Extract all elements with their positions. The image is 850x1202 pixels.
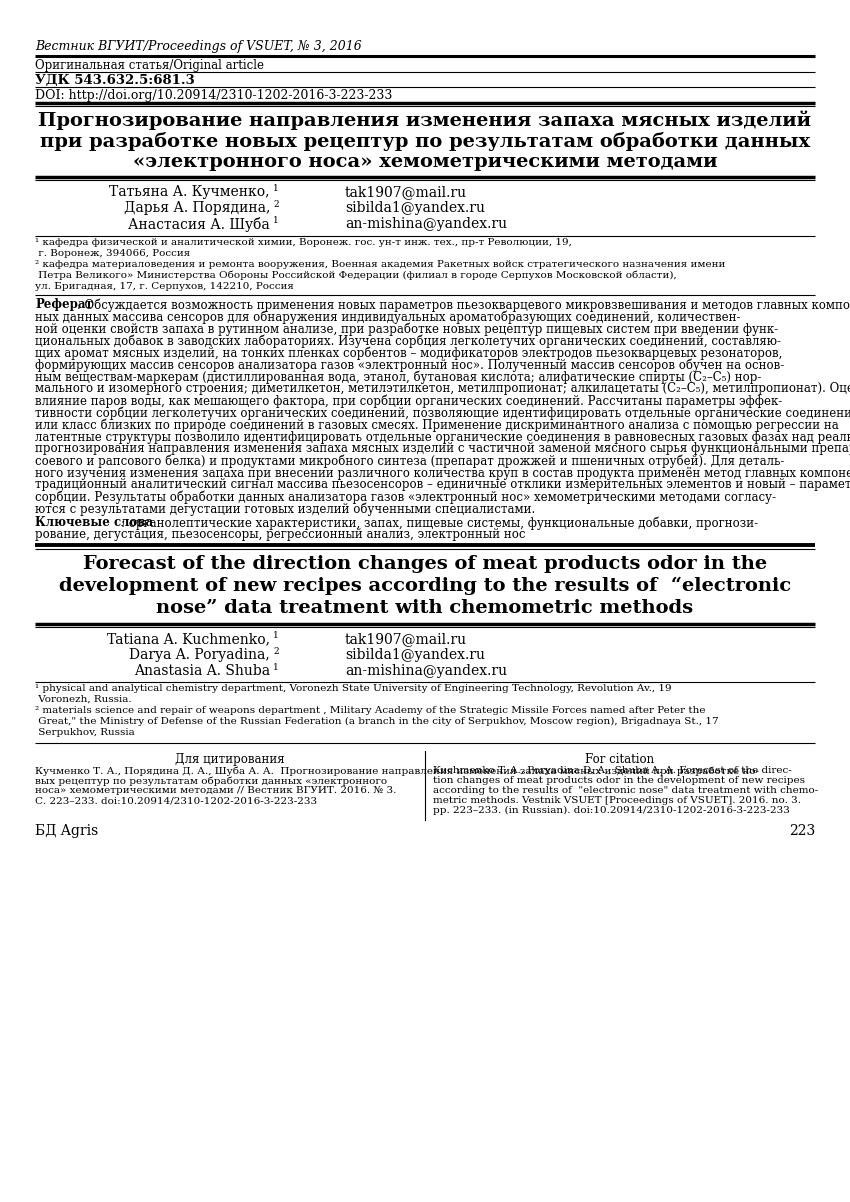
Text: sibilda1@yandex.ru: sibilda1@yandex.ru	[345, 648, 485, 662]
Text: development of new recipes according to the results of  “electronic: development of new recipes according to …	[59, 577, 791, 595]
Text: ² materials science and repair of weapons department , Military Academy of the S: ² materials science and repair of weapon…	[35, 706, 706, 715]
Text: мального и изомерного строения; диметилкетон, метилэтилкетон, метилпропионат; ал: мального и изомерного строения; диметилк…	[35, 382, 850, 395]
Text: Great," the Ministry of Defense of the Russian Federation (a branch in the city : Great," the Ministry of Defense of the R…	[35, 718, 718, 726]
Text: 223: 223	[789, 825, 815, 838]
Text: ного изучения изменения запаха при внесении различного количества круп в состав : ного изучения изменения запаха при внесе…	[35, 466, 850, 480]
Text: ¹ кафедра физической и аналитической химии, Воронеж. гос. ун-т инж. тех., пр-т Р: ¹ кафедра физической и аналитической хим…	[35, 238, 572, 246]
Text: носа» хемометрическими методами // Вестник ВГУИТ. 2016. № 3.: носа» хемометрическими методами // Вестн…	[35, 786, 396, 795]
Text: : органолептические характеристики, запах, пищевые системы, функциональные добав: : органолептические характеристики, запа…	[121, 516, 758, 530]
Text: тивности сорбции легколетучих органических соединений, позволяющие идентифициров: тивности сорбции легколетучих органическ…	[35, 406, 850, 419]
Text: For citation: For citation	[586, 752, 654, 766]
Text: Darya A. Poryadina,: Darya A. Poryadina,	[129, 648, 270, 662]
Text: . Обсуждается возможность применения новых параметров пьезокварцевого микровзвеш: . Обсуждается возможность применения нов…	[77, 298, 850, 311]
Text: щих аромат мясных изделий, на тонких пленках сорбентов – модификаторов электродо: щих аромат мясных изделий, на тонких пле…	[35, 346, 782, 359]
Text: Ключевые слова: Ключевые слова	[35, 516, 153, 529]
Text: Tatiana A. Kuchmenko,: Tatiana A. Kuchmenko,	[107, 632, 270, 645]
Text: according to the results of  "electronic nose" data treatment with chemo-: according to the results of "electronic …	[433, 786, 819, 795]
Text: г. Воронеж, 394066, Россия: г. Воронеж, 394066, Россия	[35, 249, 190, 258]
Text: ным веществам-маркерам (дистиллированная вода, этанол, бутановая кислота; алифат: ным веществам-маркерам (дистиллированная…	[35, 370, 762, 383]
Text: Кучменко Т. А., Порядина Д. А., Шуба А. А.  Прогнозирование направления изменени: Кучменко Т. А., Порядина Д. А., Шуба А. …	[35, 766, 759, 775]
Text: Реферат: Реферат	[35, 298, 93, 311]
Text: tion changes of meat products odor in the development of new recipes: tion changes of meat products odor in th…	[433, 776, 805, 785]
Text: ной оценки свойств запаха в рутинном анализе, при разработке новых рецептур пище: ной оценки свойств запаха в рутинном ана…	[35, 322, 778, 335]
Text: sibilda1@yandex.ru: sibilda1@yandex.ru	[345, 201, 485, 215]
Text: вых рецептур по результатам обработки данных «электронного: вых рецептур по результатам обработки да…	[35, 776, 387, 785]
Text: влияние паров воды, как мешающего фактора, при сорбции органических соединений. : влияние паров воды, как мешающего фактор…	[35, 394, 782, 407]
Text: БД Agris: БД Agris	[35, 825, 99, 838]
Text: сорбции. Результаты обработки данных анализатора газов «электронный нос» хемомет: сорбции. Результаты обработки данных ана…	[35, 490, 776, 504]
Text: pp. 223–233. (in Russian). doi:10.20914/2310-1202-2016-3-223-233: pp. 223–233. (in Russian). doi:10.20914/…	[433, 807, 790, 815]
Text: ¹ physical and analytical chemistry department, Voronezh State University of Eng: ¹ physical and analytical chemistry depa…	[35, 684, 672, 694]
Text: 1: 1	[273, 664, 279, 672]
Text: metric methods. Vestnik VSUET [Proceedings of VSUET]. 2016. no. 3.: metric methods. Vestnik VSUET [Proceedin…	[433, 796, 801, 805]
Text: традиционный аналитический сигнал массива пьезосенсоров – единичные отклики изме: традиционный аналитический сигнал массив…	[35, 478, 850, 490]
Text: Вестник ВГУИТ/Proceedings of VSUET, № 3, 2016: Вестник ВГУИТ/Proceedings of VSUET, № 3,…	[35, 40, 362, 53]
Text: Прогнозирование направления изменения запаха мясных изделий: Прогнозирование направления изменения за…	[38, 111, 812, 131]
Text: УДК 543.632.5:681.3: УДК 543.632.5:681.3	[35, 75, 195, 87]
Text: 2: 2	[273, 200, 279, 209]
Text: ул. Бригадная, 17, г. Серпухов, 142210, Россия: ул. Бригадная, 17, г. Серпухов, 142210, …	[35, 282, 294, 291]
Text: Serpukhov, Russia: Serpukhov, Russia	[35, 728, 135, 737]
Text: «электронного носа» хемометрическими методами: «электронного носа» хемометрическими мет…	[133, 153, 717, 171]
Text: Forecast of the direction changes of meat products odor in the: Forecast of the direction changes of mea…	[83, 555, 767, 573]
Text: Оригинальная статья/Original article: Оригинальная статья/Original article	[35, 59, 264, 72]
Text: 1: 1	[273, 631, 279, 639]
Text: или класс близких по природе соединений в газовых смесях. Применение дискриминан: или класс близких по природе соединений …	[35, 418, 839, 432]
Text: DOI: http://doi.org/10.20914/2310-1202-2016-3-223-233: DOI: http://doi.org/10.20914/2310-1202-2…	[35, 89, 393, 102]
Text: an-mishina@yandex.ru: an-mishina@yandex.ru	[345, 218, 507, 231]
Text: С. 223–233. doi:10.20914/2310-1202-2016-3-223-233: С. 223–233. doi:10.20914/2310-1202-2016-…	[35, 796, 317, 805]
Text: латентные структуры позволило идентифицировать отдельные органические соединения: латентные структуры позволило идентифици…	[35, 430, 850, 444]
Text: nose” data treatment with chemometric methods: nose” data treatment with chemometric me…	[156, 599, 694, 617]
Text: ных данных массива сенсоров для обнаружения индивидуальных ароматобразующих соед: ных данных массива сенсоров для обнаруже…	[35, 310, 740, 323]
Text: Татьяна А. Кучменко,: Татьяна А. Кучменко,	[110, 185, 270, 200]
Text: Voronezh, Russia.: Voronezh, Russia.	[35, 695, 132, 704]
Text: Петра Великого» Министерства Обороны Российской Федерации (филиал в городе Серпу: Петра Великого» Министерства Обороны Рос…	[35, 270, 677, 280]
Text: Дарья А. Порядина,: Дарья А. Порядина,	[123, 201, 270, 215]
Text: прогнозирования направления изменения запаха мясных изделий с частичной заменой : прогнозирования направления изменения за…	[35, 442, 850, 456]
Text: циональных добавок в заводских лабораториях. Изучена сорбция легколетучих органи: циональных добавок в заводских лаборатор…	[35, 334, 781, 347]
Text: an-mishina@yandex.ru: an-mishina@yandex.ru	[345, 664, 507, 678]
Text: 2: 2	[273, 647, 279, 656]
Text: Kuchmenko T. A., Poryadina D. A., Shuba A. A. Forecast of the direc-: Kuchmenko T. A., Poryadina D. A., Shuba …	[433, 766, 791, 775]
Text: при разработке новых рецептур по результатам обработки данных: при разработке новых рецептур по результ…	[40, 132, 810, 151]
Text: Anastasia A. Shuba: Anastasia A. Shuba	[133, 664, 270, 678]
Text: формирующих массив сенсоров анализатора газов «электронный нос». Полученный масс: формирующих массив сенсоров анализатора …	[35, 358, 785, 371]
Text: tak1907@mail.ru: tak1907@mail.ru	[345, 632, 468, 645]
Text: 1: 1	[273, 216, 279, 225]
Text: соевого и рапсового белка) и продуктами микробного синтеза (препарат дрожжей и п: соевого и рапсового белка) и продуктами …	[35, 454, 785, 468]
Text: рование, дегустация, пьезосенсоры, регрессионный анализ, электронный нос: рование, дегустация, пьезосенсоры, регре…	[35, 528, 525, 541]
Text: 1: 1	[273, 184, 279, 194]
Text: Анастасия А. Шуба: Анастасия А. Шуба	[128, 218, 270, 232]
Text: ² кафедра материаловедения и ремонта вооружения, Военная академия Ракетных войск: ² кафедра материаловедения и ремонта воо…	[35, 260, 725, 269]
Text: Для цитирования: Для цитирования	[175, 752, 285, 766]
Text: ются с результатами дегустации готовых изделий обученными специалистами.: ются с результатами дегустации готовых и…	[35, 502, 536, 516]
Text: tak1907@mail.ru: tak1907@mail.ru	[345, 185, 468, 200]
